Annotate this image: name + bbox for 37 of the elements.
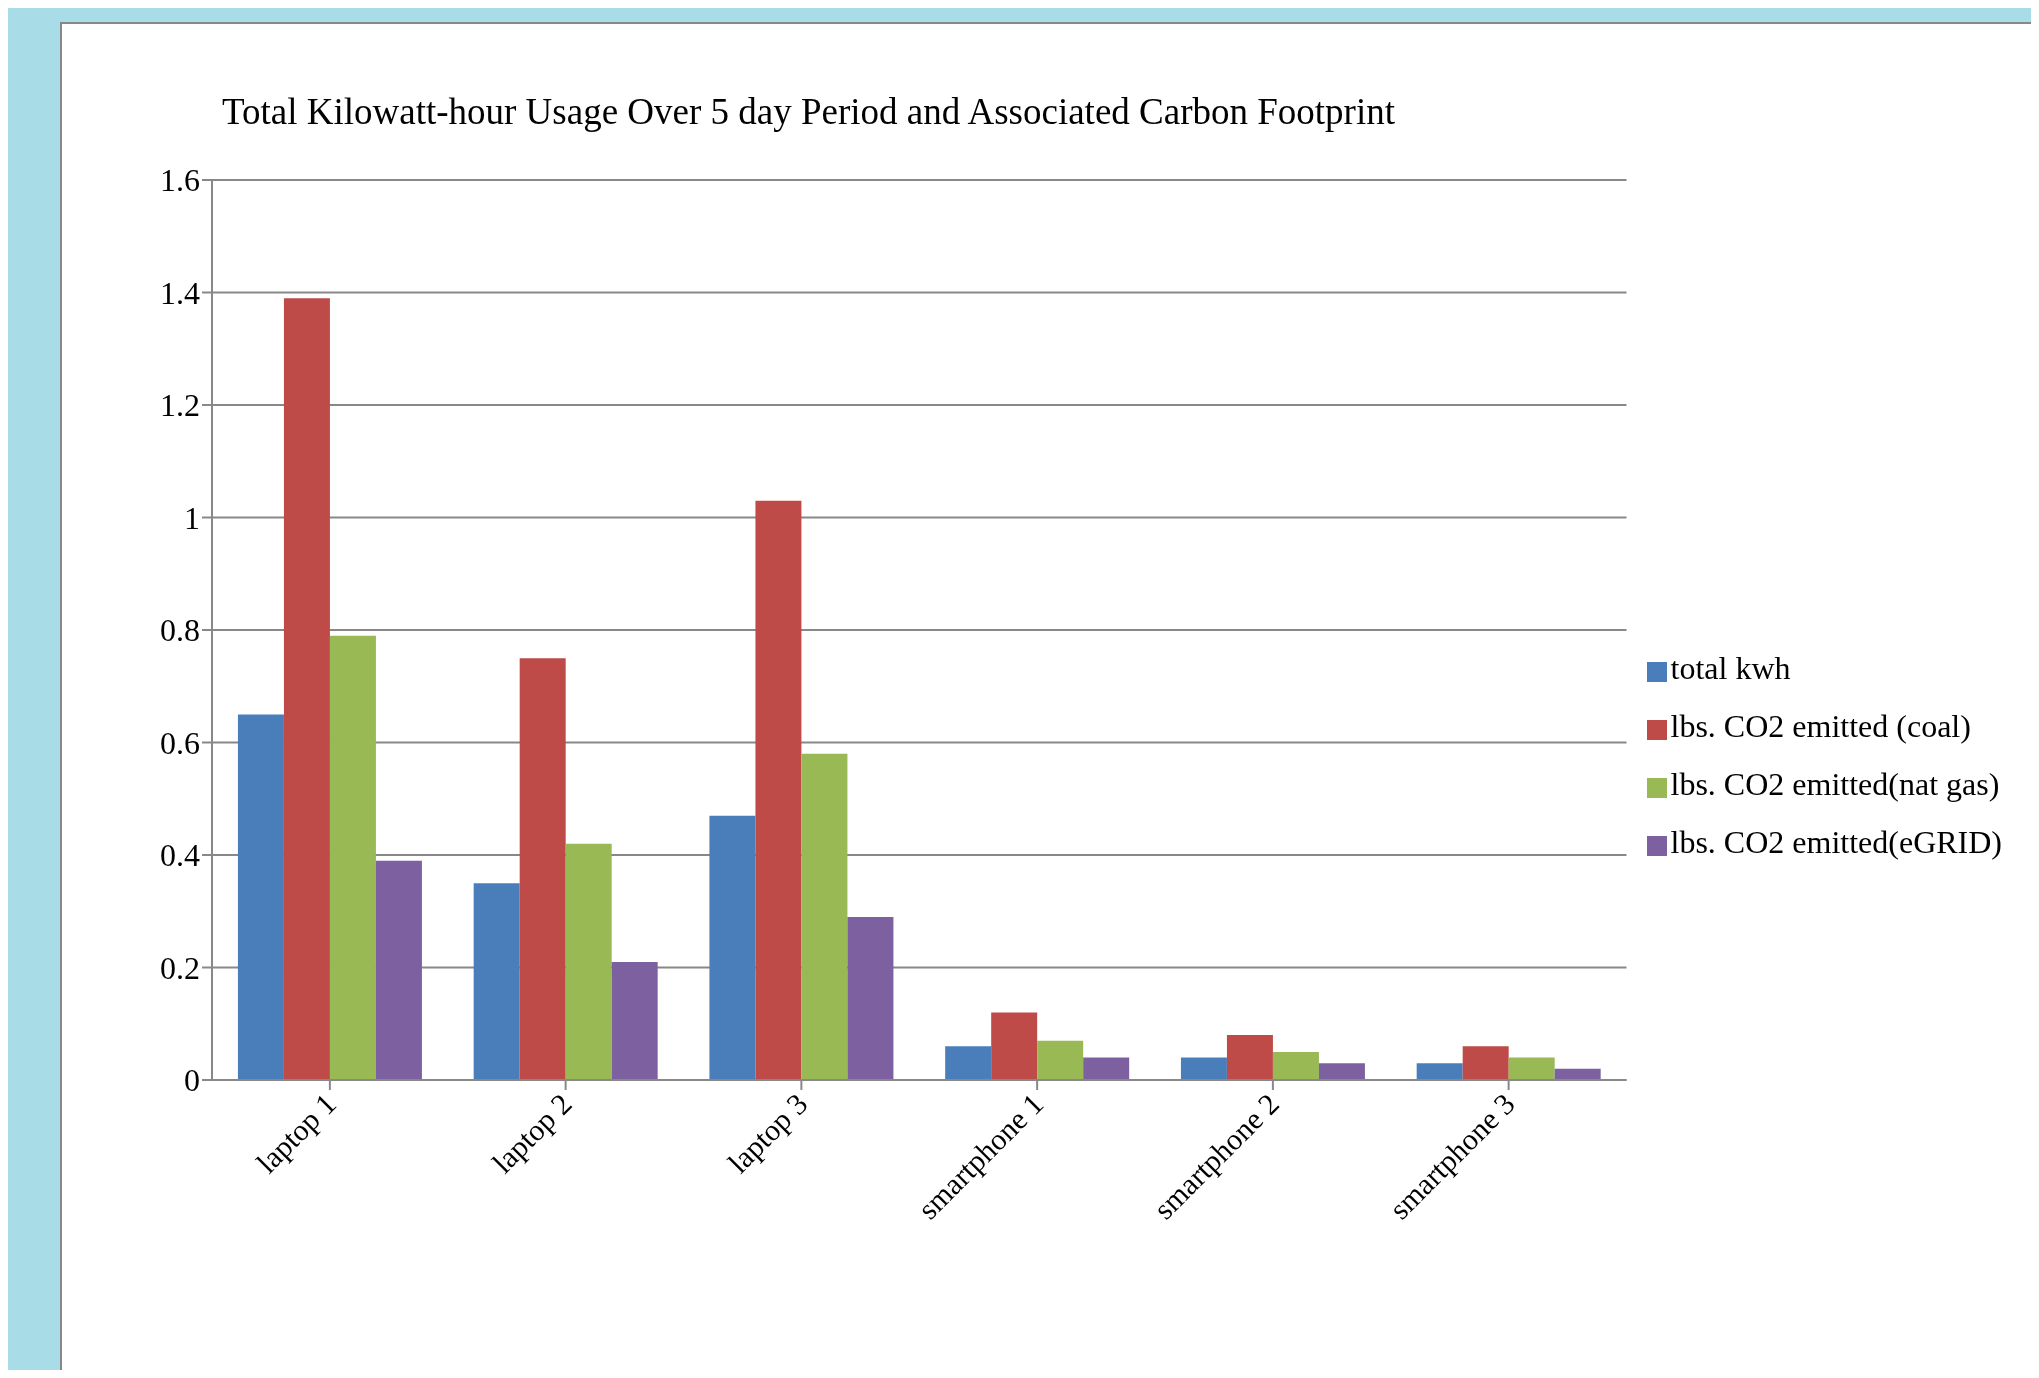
y-tick-label: 0.2 bbox=[160, 949, 200, 986]
bar bbox=[565, 843, 612, 1080]
bar bbox=[991, 1012, 1038, 1080]
y-tick-label: 1.6 bbox=[160, 162, 200, 199]
bar bbox=[945, 1046, 992, 1080]
bar bbox=[755, 500, 802, 1080]
bar bbox=[801, 753, 848, 1080]
y-tick-label: 1 bbox=[184, 499, 200, 536]
bar bbox=[329, 635, 376, 1080]
y-tick-label: 1.4 bbox=[160, 274, 200, 311]
bar bbox=[1272, 1051, 1319, 1080]
y-tick-label: 0.8 bbox=[160, 612, 200, 649]
y-tick-label: 0.4 bbox=[160, 837, 200, 874]
legend-label: total kwh bbox=[1670, 650, 1791, 686]
bar bbox=[1416, 1063, 1463, 1080]
legend-label: lbs. CO2 emitted(nat gas) bbox=[1670, 766, 2000, 802]
y-tick-label: 0.6 bbox=[160, 724, 200, 761]
bar bbox=[709, 815, 756, 1080]
bar bbox=[375, 860, 422, 1080]
bar bbox=[283, 298, 330, 1080]
chart-title: Total Kilowatt-hour Usage Over 5 day Period and Associated Carbon Footprint bbox=[221, 90, 1396, 134]
bar bbox=[1180, 1057, 1227, 1080]
legend-label: lbs. CO2 emitted (coal) bbox=[1670, 708, 1971, 744]
bar bbox=[1037, 1040, 1084, 1080]
bar bbox=[1083, 1057, 1130, 1080]
y-tick-label: 1.2 bbox=[160, 387, 200, 424]
legend-label: lbs. CO2 emitted(eGRID) bbox=[1670, 824, 2002, 860]
bar bbox=[611, 961, 658, 1080]
bar bbox=[1462, 1046, 1509, 1080]
bar bbox=[1318, 1063, 1365, 1080]
bar bbox=[473, 883, 520, 1080]
bar bbox=[1226, 1035, 1273, 1080]
y-tick-label: 0 bbox=[184, 1062, 200, 1099]
bar bbox=[519, 658, 566, 1080]
bar bbox=[237, 714, 284, 1080]
bar bbox=[847, 916, 894, 1080]
bar bbox=[1508, 1057, 1555, 1080]
